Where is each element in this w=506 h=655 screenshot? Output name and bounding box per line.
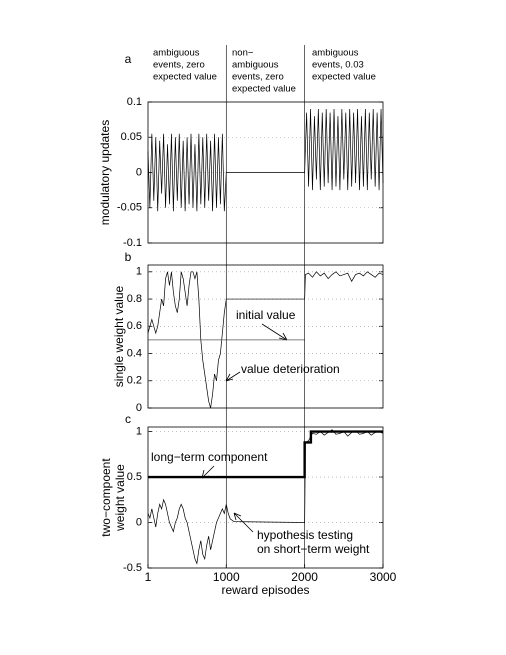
y-tick-label: 0.4 xyxy=(127,347,142,359)
y-tick-label: -0.1 xyxy=(123,237,142,249)
line xyxy=(148,430,383,479)
y-axis-label: weight value xyxy=(113,464,127,532)
x-tick-label: 1000 xyxy=(213,570,240,584)
arrow xyxy=(233,512,254,533)
plot-frame xyxy=(147,264,384,409)
y-tick-label: -0.05 xyxy=(117,202,142,214)
annotation: long−term component xyxy=(151,450,268,464)
y-tick-label: 0 xyxy=(136,516,142,528)
y-tick-label: 1 xyxy=(136,266,142,278)
line xyxy=(147,109,384,212)
annotation: on short−term weight xyxy=(257,542,370,556)
column-header: ambiguous xyxy=(312,48,359,59)
column-header: expected value xyxy=(153,72,217,83)
y-axis-label: single weight value xyxy=(112,285,126,387)
y-tick-label: 0.1 xyxy=(127,96,142,108)
annotation-arrows xyxy=(201,323,288,533)
line xyxy=(147,429,384,565)
y-tick-label: 0.05 xyxy=(121,131,142,143)
panel-label: b xyxy=(125,250,132,264)
annotation: initial value xyxy=(236,308,296,322)
column-header: expected value xyxy=(232,84,296,95)
panel-label: c xyxy=(125,412,131,426)
column-header: non− xyxy=(232,48,254,59)
annotation: hypothesis testing xyxy=(257,528,353,542)
plot-frame xyxy=(147,426,384,569)
y-tick-label: 0.5 xyxy=(127,471,142,483)
y-tick-label: 0.6 xyxy=(127,320,142,332)
y-tick-label: 0.8 xyxy=(127,293,142,305)
column-header: events, 0.03 xyxy=(312,60,364,71)
panel-label: a xyxy=(125,52,132,66)
column-header: events, zero xyxy=(153,60,205,71)
y-axis-label: modulatory updates xyxy=(98,120,112,225)
y-tick-label: 0.2 xyxy=(127,375,142,387)
x-axis-label: reward episodes xyxy=(221,583,309,597)
annotation: value deterioration xyxy=(241,362,340,376)
y-tick-label: 0 xyxy=(136,402,142,414)
arrow xyxy=(261,323,288,341)
y-axis-label: two−compoent xyxy=(99,458,113,537)
plot-frame xyxy=(147,101,384,244)
x-tick-label: 1 xyxy=(145,570,152,584)
x-tick-label: 2000 xyxy=(291,570,318,584)
y-tick-label: -0.5 xyxy=(123,562,142,574)
arrow xyxy=(225,371,241,382)
y-tick-label: 1 xyxy=(136,425,142,437)
column-header: ambiguous xyxy=(232,60,279,71)
column-header: ambiguous xyxy=(153,48,200,59)
line xyxy=(147,271,384,409)
column-header: events, zero xyxy=(232,72,284,83)
y-tick-label: 0 xyxy=(136,166,142,178)
x-tick-label: 3000 xyxy=(370,570,397,584)
column-header: expected value xyxy=(312,72,376,83)
